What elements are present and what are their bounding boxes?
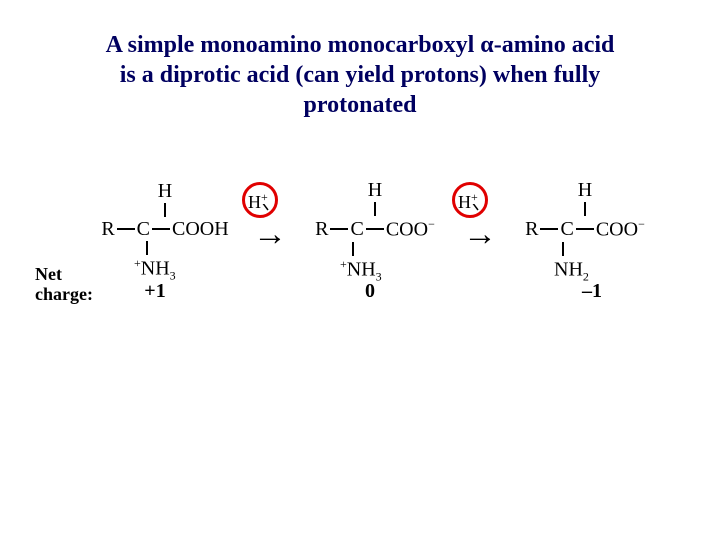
net-label-2: charge: xyxy=(35,284,93,304)
structure-2: H R C COO− +NH3 xyxy=(300,180,450,282)
bond-icon xyxy=(117,228,135,230)
group-amino: +NH3 xyxy=(328,258,450,283)
group-amino: NH2 xyxy=(546,258,660,283)
bond-icon xyxy=(152,228,170,230)
center-row: R C COOH xyxy=(90,219,240,239)
bond-icon xyxy=(352,242,354,256)
group-amino: +NH3 xyxy=(122,257,240,282)
title-line-3: protonated xyxy=(304,92,417,118)
structure-1: H R C COOH +NH3 xyxy=(90,181,240,282)
atom-h-top: H xyxy=(510,180,660,200)
atom-c: C xyxy=(137,219,150,239)
atom-c: C xyxy=(350,219,363,239)
net-charge-label: Net charge: xyxy=(35,265,93,305)
arrow-icon: → xyxy=(463,216,497,253)
atom-h-top: H xyxy=(300,180,450,200)
atom-h-top: H xyxy=(90,181,240,201)
arrow-group-1: H+ → xyxy=(240,212,300,250)
bond-icon xyxy=(584,202,586,216)
center-row: R C COO− xyxy=(300,218,450,240)
arrow-icon: → xyxy=(253,216,287,253)
atom-c: C xyxy=(560,219,573,239)
bond-icon xyxy=(562,242,564,256)
structure-3: H R C COO− NH2 xyxy=(510,180,660,282)
arrow-group-2: H+ → xyxy=(450,212,510,250)
atom-r: R xyxy=(315,219,328,239)
group-carboxyl: COO− xyxy=(386,218,435,240)
bond-icon xyxy=(540,228,558,230)
bond-icon xyxy=(374,202,376,216)
net-label-1: Net xyxy=(35,264,62,284)
page-title: A simple monoamino monocarboxyl α-amino … xyxy=(0,30,720,120)
bond-icon xyxy=(164,203,166,217)
bond-icon xyxy=(576,228,594,230)
reaction-diagram: Net charge: H R C COOH +NH3 H+ xyxy=(40,180,680,282)
title-line-1: A simple monoamino monocarboxyl α-amino … xyxy=(106,32,615,58)
bond-icon xyxy=(366,228,384,230)
bond-icon xyxy=(146,241,148,255)
bond-icon xyxy=(330,228,348,230)
atom-r: R xyxy=(101,219,114,239)
atom-r: R xyxy=(525,219,538,239)
charge-3: –1 xyxy=(572,280,612,303)
charge-2: 0 xyxy=(350,280,390,303)
group-carboxyl: COOH xyxy=(172,219,229,239)
center-row: R C COO− xyxy=(510,218,660,240)
title-line-2: is a diprotic acid (can yield protons) w… xyxy=(120,62,601,88)
group-carboxyl: COO− xyxy=(596,218,645,240)
charge-1: +1 xyxy=(135,280,175,303)
